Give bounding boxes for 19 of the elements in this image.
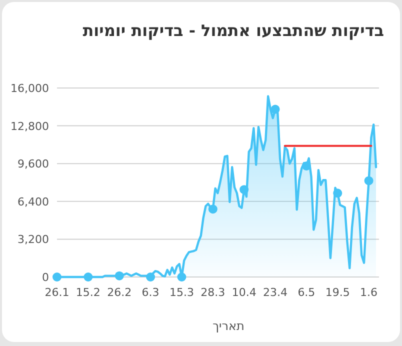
ytick: 16,000 xyxy=(10,82,49,95)
ytick: 9,600 xyxy=(18,158,49,171)
ytick: 3,200 xyxy=(18,233,49,246)
ytick: 0 xyxy=(42,271,49,284)
ytick: 12,800 xyxy=(10,120,49,133)
xtick: 26.1 xyxy=(44,286,70,299)
ytick: 6,400 xyxy=(18,195,49,208)
xtick: 6.5 xyxy=(298,286,316,299)
xtick: 15.2 xyxy=(76,286,100,299)
xtick: 15.3 xyxy=(169,286,194,299)
xtick: 6.3 xyxy=(142,286,160,299)
xtick: 10.4 xyxy=(232,286,256,299)
title: בדיקות שהתבצעו אתמול - בדיקות יומיות xyxy=(82,21,384,40)
xtick: 23.4 xyxy=(263,286,288,299)
xlabel: תאריך xyxy=(212,319,244,333)
xtick: 1.6 xyxy=(360,286,378,299)
xtick: 19.5 xyxy=(325,286,350,299)
xtick: 26.2 xyxy=(107,286,132,299)
xtick: 28.3 xyxy=(200,286,226,299)
